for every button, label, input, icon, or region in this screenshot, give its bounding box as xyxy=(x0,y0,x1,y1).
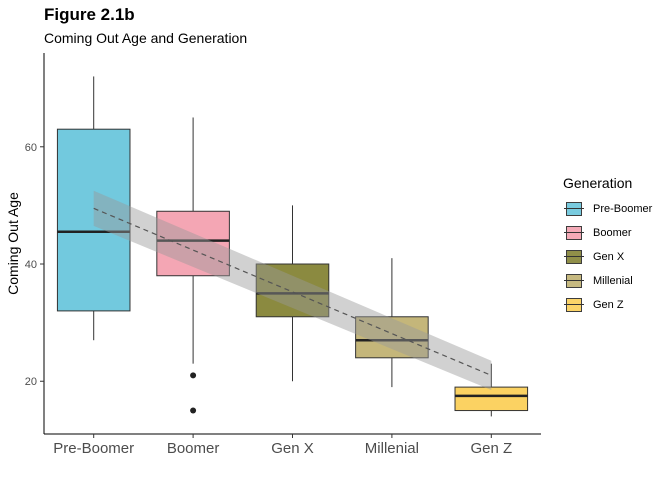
x-tick-label: Boomer xyxy=(167,440,220,457)
legend-swatch xyxy=(566,202,582,216)
legend-key xyxy=(563,222,585,244)
x-tick-label: Pre-Boomer xyxy=(53,440,134,457)
legend-item-millenial: Millenial xyxy=(563,269,652,293)
box-boomer xyxy=(156,210,230,277)
outlier-point xyxy=(190,372,197,379)
outlier-point xyxy=(190,407,197,414)
legend-item-gen-z: Gen Z xyxy=(563,293,652,317)
legend-label: Gen X xyxy=(593,251,625,263)
y-tick-label: 40 xyxy=(25,259,37,271)
y-tick-label: 20 xyxy=(25,376,37,388)
legend-key xyxy=(563,294,585,316)
x-tick-label: Gen X xyxy=(271,440,314,457)
legend-label: Millenial xyxy=(593,275,633,287)
legend: Generation Pre-Boomer Boomer Gen X Mille… xyxy=(563,175,652,317)
legend-label: Gen Z xyxy=(593,299,624,311)
legend-swatch xyxy=(566,226,582,240)
legend-key xyxy=(563,270,585,292)
legend-swatch xyxy=(566,298,582,312)
legend-swatch xyxy=(566,250,582,264)
legend-item-gen-x: Gen X xyxy=(563,245,652,269)
figure-title: Figure 2.1b xyxy=(44,5,135,24)
trend-confidence-band xyxy=(93,190,492,391)
legend-item-boomer: Boomer xyxy=(563,221,652,245)
legend-key xyxy=(563,198,585,220)
figure-subtitle: Coming Out Age and Generation xyxy=(44,30,248,46)
y-axis-title: Coming Out Age xyxy=(5,192,21,295)
x-tick-label: Millenial xyxy=(365,440,419,457)
legend-title: Generation xyxy=(563,175,633,191)
box-gen-x xyxy=(255,263,330,318)
legend-item-pre-boomer: Pre-Boomer xyxy=(563,197,652,221)
legend-key xyxy=(563,246,585,268)
x-tick-label: Gen Z xyxy=(470,440,512,457)
legend-swatch xyxy=(566,274,582,288)
legend-label: Boomer xyxy=(593,227,632,239)
box-gen-z xyxy=(454,386,529,412)
y-tick-label: 60 xyxy=(25,142,37,154)
box-pre-boomer xyxy=(56,128,131,312)
legend-label: Pre-Boomer xyxy=(593,203,653,215)
